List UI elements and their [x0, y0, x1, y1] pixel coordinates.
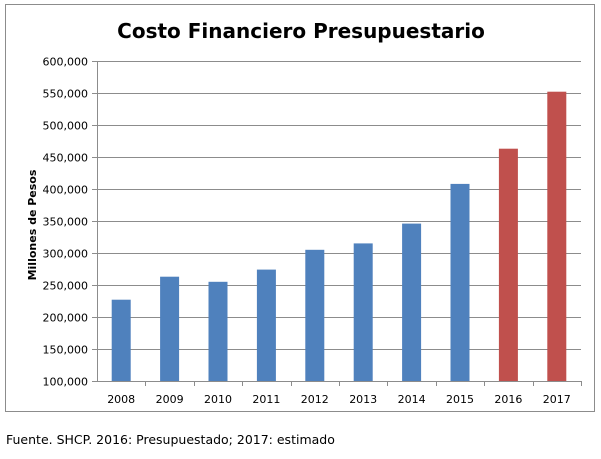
y-tick-label: 300,000 [43, 248, 89, 261]
y-tick-label: 400,000 [43, 184, 89, 197]
x-tick-label: 2009 [156, 393, 184, 406]
bar-2010 [208, 281, 228, 381]
x-tick-label: 2017 [543, 393, 571, 406]
bars [111, 91, 567, 381]
chart-frame: Costo Financiero Presupuestario [5, 4, 595, 412]
y-tick-label: 600,000 [43, 56, 89, 69]
bar-2011 [256, 269, 276, 381]
x-tick-label: 2015 [446, 393, 474, 406]
y-tick-label: 200,000 [43, 312, 89, 325]
x-tick-label: 2010 [204, 393, 232, 406]
source-note: Fuente. SHCP. 2016: Presupuestado; 2017:… [6, 432, 335, 447]
x-tick-label: 2012 [301, 393, 329, 406]
y-tick-label: 350,000 [43, 216, 89, 229]
y-tick-label: 150,000 [43, 344, 89, 357]
x-tick-label: 2011 [252, 393, 280, 406]
y-tick-label: 550,000 [43, 88, 89, 101]
bar-2008 [111, 299, 131, 381]
x-axis-ticks: 2008 2009 2010 2011 2012 2013 2014 2015 2016 2017 [97, 381, 582, 406]
y-tick-label: 250,000 [43, 280, 89, 293]
y-tick-label: 100,000 [43, 376, 89, 389]
bar-2017 [547, 91, 567, 381]
bar-2012 [305, 249, 325, 381]
x-tick-label: 2008 [107, 393, 135, 406]
x-tick-label: 2016 [494, 393, 522, 406]
y-axis-ticks: 100,000 150,000 200,000 250,000 300,000 350,0… [43, 56, 89, 389]
y-axis-label: Millones de Pesos [26, 169, 39, 280]
bar-chart: 100,000 150,000 200,000 250,000 300,000 350,0… [26, 56, 582, 406]
x-tick-label: 2014 [398, 393, 426, 406]
bar-2013 [353, 243, 373, 381]
chart-title: Costo Financiero Presupuestario [117, 19, 485, 43]
y-tick-label: 450,000 [43, 152, 89, 165]
bar-2015 [450, 183, 470, 381]
bar-2014 [402, 223, 422, 381]
bar-2016 [498, 148, 518, 381]
y-tick-label: 500,000 [43, 120, 89, 133]
x-tick-label: 2013 [349, 393, 377, 406]
bar-2009 [160, 276, 180, 381]
